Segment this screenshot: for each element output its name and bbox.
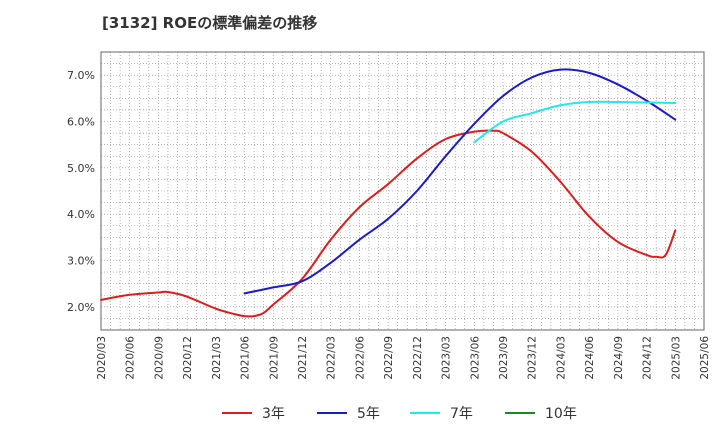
x-tick-label: 2020/03 [96, 336, 108, 380]
x-tick-label: 2024/12 [642, 336, 654, 380]
x-tick-label: 2025/03 [670, 336, 682, 380]
x-tick-label: 2023/06 [469, 336, 481, 380]
series-line-2 [243, 68, 677, 295]
x-tick-label: 2023/12 [527, 336, 539, 380]
x-tick-label: 2020/09 [153, 336, 165, 380]
x-tick-label: 2022/03 [326, 336, 338, 380]
x-tick-label: 2022/12 [412, 336, 424, 380]
plot-frame [100, 51, 705, 331]
grid-layer [101, 52, 704, 330]
series-line-3 [473, 100, 677, 144]
x-tick-label: 2023/09 [498, 336, 510, 380]
legend-label-1: 3年 [262, 406, 285, 422]
x-tick-label: 2020/12 [182, 336, 194, 380]
series-layer [100, 68, 677, 318]
y-axis-ticks: 2.0% 3.0% 4.0% 5.0% 6.0% 7.0% [67, 69, 95, 314]
y-tick-label: 2.0% [67, 301, 95, 314]
series-line-1 [100, 129, 677, 318]
x-tick-label: 2020/06 [125, 336, 137, 380]
x-tick-label: 2021/12 [297, 336, 309, 380]
x-tick-label: 2024/06 [584, 336, 596, 380]
x-tick-label: 2024/09 [613, 336, 625, 380]
x-tick-label: 2024/03 [555, 336, 567, 380]
y-tick-label: 7.0% [67, 69, 95, 82]
x-tick-label: 2025/06 [699, 336, 711, 380]
y-tick-label: 5.0% [67, 162, 95, 175]
y-tick-label: 6.0% [67, 116, 95, 129]
legend-label-4: 10年 [545, 406, 577, 422]
x-tick-label: 2023/03 [441, 336, 453, 380]
x-tick-label: 2021/03 [211, 336, 223, 380]
x-tick-label: 2022/06 [354, 336, 366, 380]
legend: 3年 5年 7年 10年 [222, 406, 577, 422]
x-axis-ticks: 2020/03 2020/06 2020/09 2020/12 2021/03 2021/… [96, 336, 711, 380]
legend-label-2: 5年 [357, 406, 380, 422]
legend-label-3: 7年 [450, 406, 473, 422]
x-tick-label: 2021/09 [268, 336, 280, 380]
x-tick-label: 2021/06 [240, 336, 252, 380]
chart-title: [3132] ROEの標準偏差の推移 [102, 14, 318, 32]
y-tick-label: 3.0% [67, 255, 95, 268]
y-tick-label: 4.0% [67, 208, 95, 221]
x-tick-label: 2022/09 [383, 336, 395, 380]
